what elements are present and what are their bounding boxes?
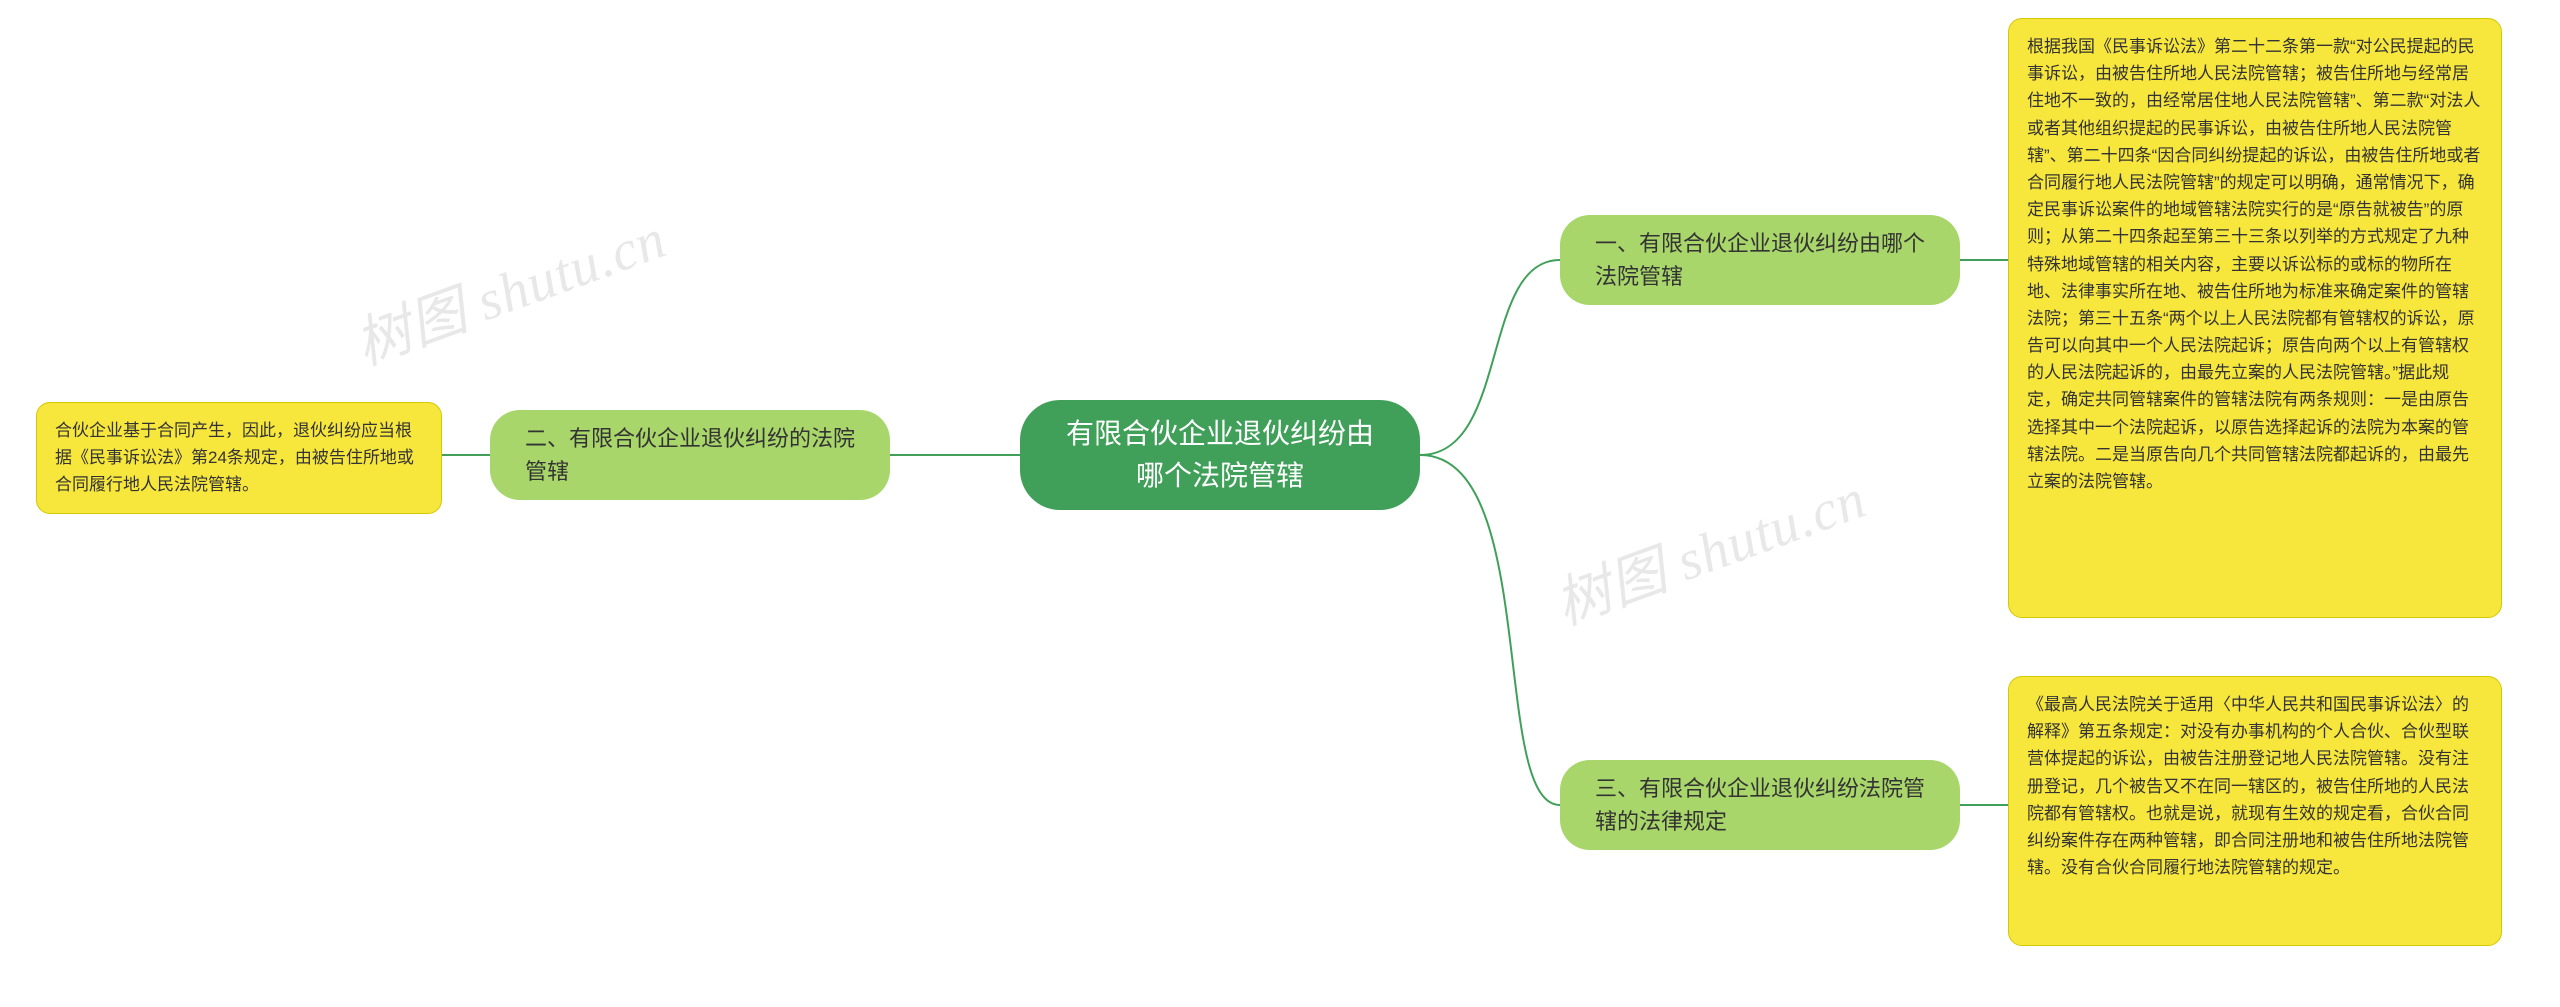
watermark: 树图 shutu.cn [1542,454,1875,641]
mindmap-leaf[interactable]: 合伙企业基于合同产生，因此，退伙纠纷应当根据《民事诉讼法》第24条规定，由被告住… [36,402,442,514]
branch-label: 一、有限合伙企业退伙纠纷由哪个 法院管辖 [1595,227,1925,293]
root-label: 有限合伙企业退伙纠纷由 哪个法院管辖 [1066,413,1374,497]
branch-label: 三、有限合伙企业退伙纠纷法院管 辖的法律规定 [1595,772,1925,838]
mindmap-branch[interactable]: 二、有限合伙企业退伙纠纷的法院 管辖 [490,410,890,500]
watermark: 树图 shutu.cn [342,194,675,381]
mindmap-root[interactable]: 有限合伙企业退伙纠纷由 哪个法院管辖 [1020,400,1420,510]
mindmap-branch[interactable]: 三、有限合伙企业退伙纠纷法院管 辖的法律规定 [1560,760,1960,850]
mindmap-leaf[interactable]: 《最高人民法院关于适用〈中华人民共和国民事诉讼法〉的解释》第五条规定：对没有办事… [2008,676,2502,946]
leaf-text: 根据我国《民事诉讼法》第二十二条第一款“对公民提起的民事诉讼，由被告住所地人民法… [2027,33,2483,495]
leaf-text: 合伙企业基于合同产生，因此，退伙纠纷应当根据《民事诉讼法》第24条规定，由被告住… [55,417,423,499]
mindmap-branch[interactable]: 一、有限合伙企业退伙纠纷由哪个 法院管辖 [1560,215,1960,305]
branch-label: 二、有限合伙企业退伙纠纷的法院 管辖 [525,422,855,488]
leaf-text: 《最高人民法院关于适用〈中华人民共和国民事诉讼法〉的解释》第五条规定：对没有办事… [2027,691,2483,881]
mindmap-leaf[interactable]: 根据我国《民事诉讼法》第二十二条第一款“对公民提起的民事诉讼，由被告住所地人民法… [2008,18,2502,618]
